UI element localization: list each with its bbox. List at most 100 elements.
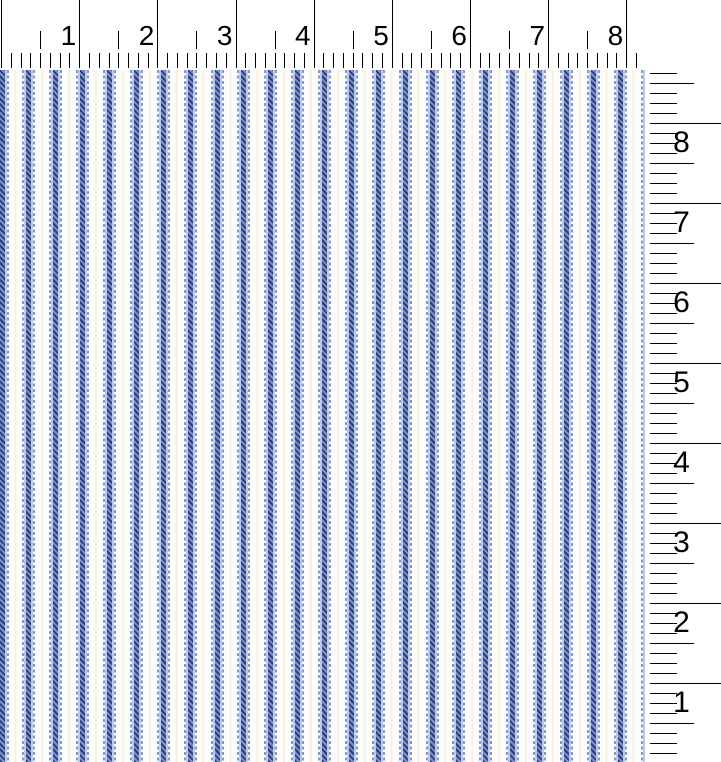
ruler-tick-eighth <box>650 752 677 754</box>
fabric-stripe <box>49 70 63 762</box>
ruler-tick-eighth <box>20 53 22 68</box>
ruler-tick-inch <box>391 0 393 68</box>
ruler-tick-eighth <box>40 53 42 68</box>
fabric-stripe <box>506 70 520 762</box>
ruler-tick-eighth <box>650 702 677 704</box>
ruler-tick-eighth <box>650 712 677 714</box>
ruler-tick-eighth <box>650 312 677 314</box>
ruler-tick-inch <box>650 202 721 204</box>
ruler-tick-eighth <box>650 732 677 734</box>
inch-label: 6 <box>673 285 690 319</box>
ruler-tick-eighth <box>303 53 305 68</box>
ruler-tick-eighth <box>650 392 677 394</box>
ruler-tick-eighth <box>650 182 677 184</box>
ruler-tick-eighth <box>294 53 296 68</box>
ruler-tick-eighth <box>88 53 90 68</box>
ruler-tick-eighth <box>538 53 540 68</box>
inch-label: 5 <box>673 365 690 399</box>
fabric-stripe <box>156 70 170 762</box>
ruler-tick-eighth <box>128 53 129 68</box>
ruler-tick-eighth <box>518 53 520 68</box>
ruler-tick-eighth <box>137 53 139 68</box>
vertical-ruler: 8 7 6 5 4 3 2 1 <box>645 70 721 762</box>
ruler-tick-half <box>274 31 276 49</box>
ruler-tick-eighth <box>650 632 677 634</box>
ruler-tick-eighth <box>650 592 677 594</box>
ruler-tick-eighth <box>372 53 374 68</box>
ruler-tick-eighth <box>650 542 677 544</box>
fabric-stripe <box>425 70 439 762</box>
ruler-tick-eighth <box>650 352 677 354</box>
ruler-tick-eighth <box>650 742 677 744</box>
ruler-tick-eighth <box>108 53 110 68</box>
fabric-swatch <box>0 70 645 762</box>
ruler-tick-eighth <box>650 512 677 514</box>
ruler-tick-inch <box>626 0 628 68</box>
ruler-tick-eighth <box>440 53 442 68</box>
ruler-tick-eighth <box>650 372 677 374</box>
ruler-tick-eighth <box>650 502 677 504</box>
ruler-tick-half <box>352 31 354 49</box>
ruler-tick-eighth <box>650 272 677 274</box>
ruler-tick-inch <box>548 0 550 68</box>
inch-label: 8 <box>673 125 690 159</box>
ruler-tick-eighth <box>206 53 208 68</box>
ruler-tick-eighth <box>147 53 149 68</box>
fabric-stripe <box>103 70 116 762</box>
ruler-tick-eighth <box>650 412 677 414</box>
horizontal-ruler: 1 2 3 4 5 6 7 8 <box>0 0 645 70</box>
ruler-tick-eighth <box>650 532 677 534</box>
ruler-tick-eighth <box>333 53 335 68</box>
ruler-tick-eighth <box>30 53 32 68</box>
ruler-tick-eighth <box>342 53 344 68</box>
ruler-tick-eighth <box>264 53 266 68</box>
ruler-tick-half <box>650 402 694 404</box>
inch-label: 2 <box>673 605 690 639</box>
fabric-stripe <box>22 70 36 762</box>
ruler-tick-eighth <box>650 452 677 454</box>
ruler-tick-inch <box>1 0 2 68</box>
ruler-tick-eighth <box>650 612 677 614</box>
ruler-tick-eighth <box>650 552 677 554</box>
ruler-tick-half <box>650 642 694 644</box>
ruler-tick-eighth <box>362 53 364 68</box>
ruler-tick-eighth <box>650 622 677 624</box>
ruler-tick-eighth <box>509 53 510 68</box>
ruler-tick-half <box>650 242 694 244</box>
ruler-tick-eighth <box>650 382 677 384</box>
ruler-tick-eighth <box>59 53 61 68</box>
inch-label: 5 <box>373 20 389 51</box>
ruler-tick-eighth <box>650 572 677 574</box>
ruler-tick-eighth <box>650 422 677 424</box>
fabric-stripe <box>452 70 466 762</box>
fabric-stripe <box>613 70 627 762</box>
fabric-stripe <box>533 70 546 762</box>
ruler-tick-inch <box>650 442 721 444</box>
ruler-tick-eighth <box>650 292 677 294</box>
fabric-stripe <box>344 70 358 762</box>
ruler-tick-eighth <box>69 53 71 68</box>
fabric-stripe <box>264 70 278 762</box>
ruler-tick-half <box>40 31 42 49</box>
ruler-tick-half <box>650 482 694 484</box>
ruler-tick-eighth <box>650 492 677 494</box>
ruler-tick-eighth <box>10 53 12 68</box>
ruler-tick-eighth <box>650 252 677 254</box>
ruler-tick-eighth <box>650 582 677 584</box>
ruler-tick-eighth <box>186 53 188 68</box>
inch-label: 7 <box>529 20 546 51</box>
fabric-stripe <box>291 70 305 762</box>
ruler-tick-inch <box>469 0 471 68</box>
ruler-tick-half <box>587 31 589 49</box>
ruler-tick-eighth <box>650 662 677 664</box>
ruler-tick-eighth <box>650 92 677 94</box>
ruler-tick-eighth <box>49 53 51 68</box>
ruler-tick-eighth <box>650 132 677 134</box>
ruler-tick-eighth <box>528 53 530 68</box>
ruler-tick-eighth <box>596 53 598 68</box>
inch-label: 7 <box>673 205 690 239</box>
ruler-tick-eighth <box>650 332 677 334</box>
ruler-tick-eighth <box>430 53 432 68</box>
ruler-tick-eighth <box>650 232 677 234</box>
ruler-tick-inch <box>157 0 159 68</box>
